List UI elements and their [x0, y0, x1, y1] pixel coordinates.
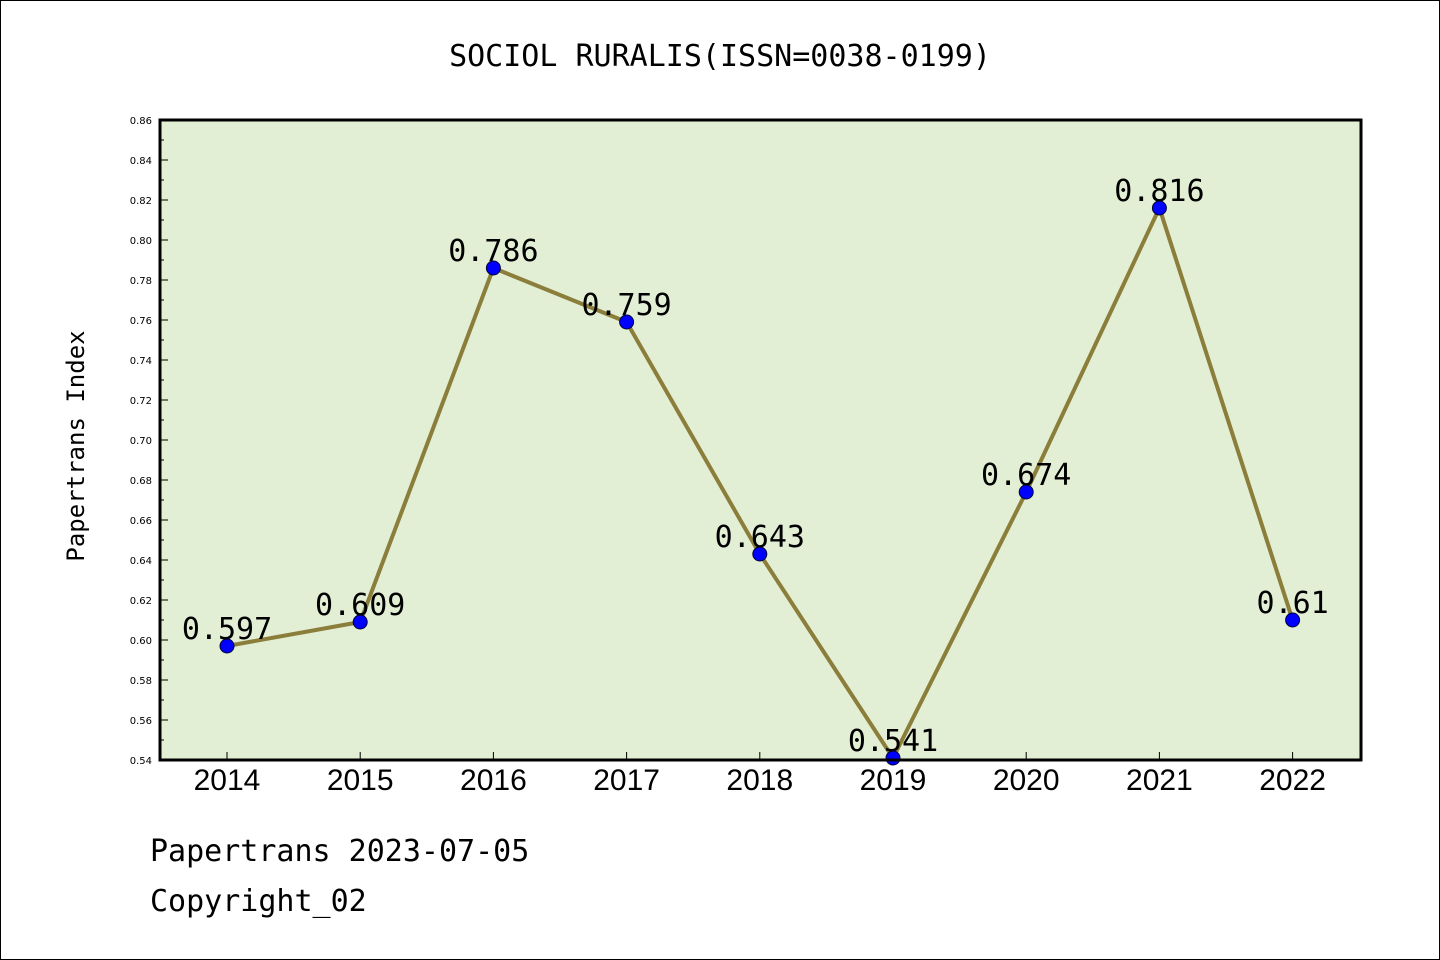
y-tick-label: 0.86: [130, 116, 152, 127]
data-label: 0.609: [315, 588, 405, 623]
data-point: [1285, 612, 1301, 628]
x-tick-label: 2019: [860, 764, 927, 797]
x-tick-label: 2014: [194, 764, 261, 797]
y-tick-label: 0.80: [130, 236, 152, 247]
y-tick-label: 0.60: [130, 636, 152, 647]
data-label: 0.643: [715, 520, 805, 555]
y-tick-label: 0.84: [130, 156, 152, 167]
y-tick-label: 0.72: [130, 396, 152, 407]
y-tick-label: 0.64: [130, 556, 152, 567]
data-label: 0.597: [182, 612, 272, 647]
y-tick-label: 0.76: [130, 316, 152, 327]
data-label: 0.541: [848, 724, 938, 759]
y-tick-label: 0.70: [130, 436, 152, 447]
y-tick-label: 0.56: [130, 716, 152, 727]
x-tick-label: 2020: [993, 764, 1060, 797]
data-label: 0.61: [1256, 586, 1328, 621]
plot-border: [158, 118, 1363, 762]
y-tick-label: 0.54: [130, 756, 152, 767]
y-tick-label: 0.78: [130, 276, 152, 287]
y-axis: 0.54 0.56 0.58 0.60 0.62 0.64 0.66 0.68 0.70 0.72…: [130, 116, 168, 767]
y-tick-label: 0.62: [130, 596, 152, 607]
x-tick-label: 2018: [726, 764, 793, 797]
data-label: 0.674: [981, 458, 1071, 493]
x-tick-label: 2016: [460, 764, 527, 797]
y-tick-label: 0.74: [130, 356, 152, 367]
plot-area: [160, 120, 1361, 760]
data-point: [1151, 200, 1167, 216]
x-tick-label: 2022: [1259, 764, 1326, 797]
data-point: [485, 260, 501, 276]
x-tick-label: 2021: [1126, 764, 1193, 797]
data-label: 0.759: [581, 288, 671, 323]
data-labels-layer: 0.597 0.609 0.786 0.759 0.643 0.541 0.674 0.816…: [182, 174, 1329, 759]
data-point: [219, 638, 235, 654]
data-point: [619, 314, 635, 330]
y-tick-label: 0.66: [130, 516, 152, 527]
data-point: [352, 614, 368, 630]
data-label: 0.786: [448, 234, 538, 269]
footer-date: Papertrans 2023-07-05: [150, 834, 530, 869]
data-point: [752, 546, 768, 562]
y-tick-label: 0.58: [130, 676, 152, 687]
data-label: 0.816: [1114, 174, 1204, 209]
y-axis-label: Papertrans Index: [62, 330, 90, 561]
x-tick-label: 2015: [327, 764, 394, 797]
data-point: [1018, 484, 1034, 500]
x-tick-label: 2017: [593, 764, 660, 797]
y-tick-label: 0.82: [130, 196, 152, 207]
x-axis: 2014 2015 2016 2017 2018 2019 2020 2021 2022: [194, 752, 1326, 797]
footer-copyright: Copyright_02: [150, 884, 367, 919]
chart-title: SOCIOL RURALIS(ISSN=0038-0199): [449, 39, 991, 74]
markers-layer: [219, 200, 1301, 766]
y-tick-label: 0.68: [130, 476, 152, 487]
